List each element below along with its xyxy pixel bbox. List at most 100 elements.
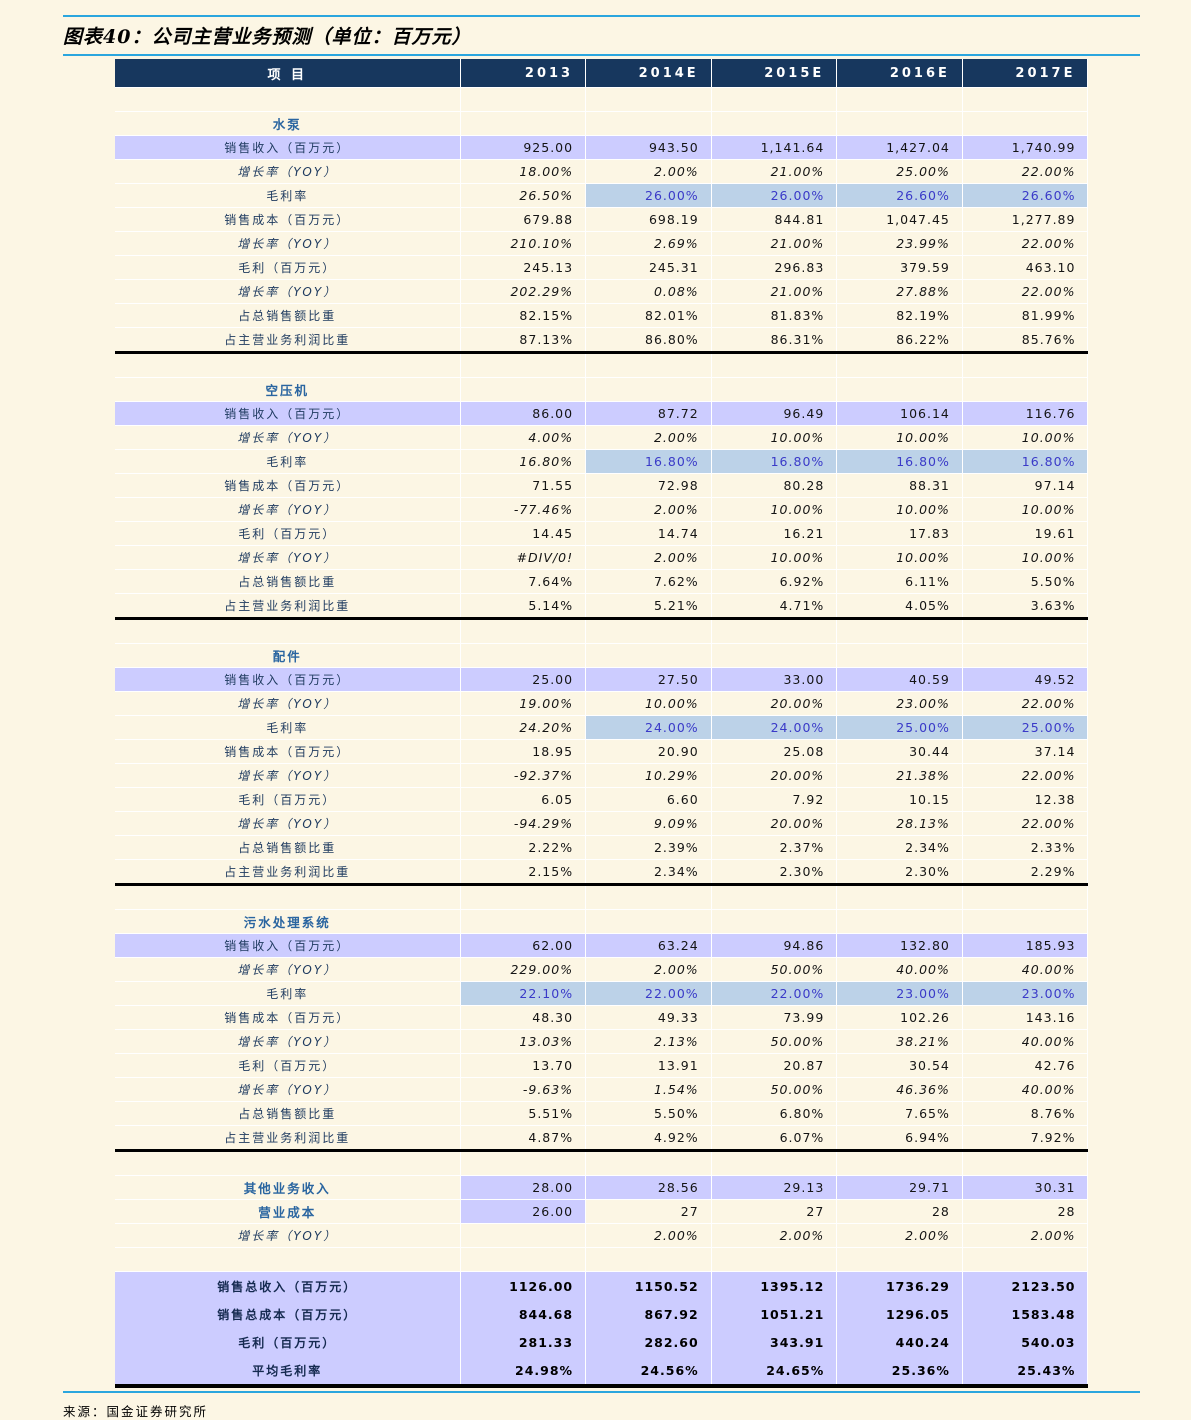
row-label: 增长率（YOY） bbox=[115, 763, 461, 788]
row-label: 增长率（YOY） bbox=[115, 1223, 461, 1248]
value-cell: 245.31 bbox=[585, 255, 712, 280]
row-label: 平均毛利率 bbox=[115, 1356, 461, 1388]
value-cell: 81.83% bbox=[711, 303, 838, 328]
value-cell: 24.65% bbox=[711, 1356, 838, 1388]
value-cell: 2.00% bbox=[585, 159, 712, 184]
row-label: 毛利率 bbox=[115, 449, 461, 474]
row-label: 销售成本（百万元） bbox=[115, 207, 461, 232]
value-cell: 16.80% bbox=[962, 449, 1089, 474]
spacer-row bbox=[115, 884, 1089, 910]
spacer-cell bbox=[460, 1150, 587, 1176]
spacer-cell bbox=[836, 1247, 963, 1272]
value-cell: 18.95 bbox=[460, 739, 587, 764]
empty-cell bbox=[585, 909, 712, 934]
row-label: 毛利（百万元） bbox=[115, 255, 461, 280]
value-cell: 7.64% bbox=[460, 569, 587, 594]
value-cell: 24.98% bbox=[460, 1356, 587, 1388]
empty-cell bbox=[460, 111, 587, 136]
section-title: 空压机 bbox=[115, 377, 461, 402]
table-row: 占总销售额比重 7.64% 7.62% 6.92% 6.11% 5.50% bbox=[115, 569, 1089, 594]
value-cell: 10.00% bbox=[711, 425, 838, 450]
value-cell: 1395.12 bbox=[711, 1271, 838, 1300]
value-cell: 26.60% bbox=[962, 183, 1089, 208]
value-cell: 10.00% bbox=[836, 497, 963, 522]
spacer-cell bbox=[962, 352, 1089, 378]
row-label: 毛利（百万元） bbox=[115, 521, 461, 546]
table-row: 毛利（百万元） 6.05 6.60 7.92 10.15 12.38 bbox=[115, 787, 1089, 812]
section-title-row: 水泵 bbox=[115, 111, 1089, 136]
empty-cell bbox=[962, 643, 1089, 668]
value-cell: 20.87 bbox=[711, 1053, 838, 1078]
value-cell: 6.11% bbox=[836, 569, 963, 594]
row-label: 销售收入（百万元） bbox=[115, 933, 461, 958]
value-cell: 40.00% bbox=[962, 1029, 1089, 1054]
table-row: 销售成本（百万元） 71.55 72.98 80.28 88.31 97.14 bbox=[115, 473, 1089, 498]
value-cell: 379.59 bbox=[836, 255, 963, 280]
value-cell: 25.00 bbox=[460, 667, 587, 692]
table-row: 毛利率 22.10% 22.00% 22.00% 23.00% 23.00% bbox=[115, 981, 1089, 1006]
value-cell: 50.00% bbox=[711, 1077, 838, 1102]
value-cell: 2.00% bbox=[836, 1223, 963, 1248]
value-cell: 210.10% bbox=[460, 231, 587, 256]
value-cell: 50.00% bbox=[711, 1029, 838, 1054]
value-cell: 296.83 bbox=[711, 255, 838, 280]
value-cell: 698.19 bbox=[585, 207, 712, 232]
row-label: 占主营业务利润比重 bbox=[115, 593, 461, 620]
spacer-cell bbox=[585, 884, 712, 910]
table-row: 占主营业务利润比重 5.14% 5.21% 4.71% 4.05% 3.63% bbox=[115, 593, 1089, 620]
value-cell: 16.80% bbox=[836, 449, 963, 474]
section-title-row: 空压机 bbox=[115, 377, 1089, 402]
forecast-table: 项 目 2013 2014E 2015E 2016E 2017E 水泵 销售收入（… bbox=[115, 59, 1089, 1388]
value-cell: 49.52 bbox=[962, 667, 1089, 692]
value-cell: 202.29% bbox=[460, 279, 587, 304]
section-title-row: 污水处理系统 bbox=[115, 909, 1089, 934]
row-label: 毛利率 bbox=[115, 715, 461, 740]
empty-cell bbox=[836, 111, 963, 136]
spacer-cell bbox=[585, 1150, 712, 1176]
table-row: 毛利率 16.80% 16.80% 16.80% 16.80% 16.80% bbox=[115, 449, 1089, 474]
value-cell: 2.00% bbox=[585, 957, 712, 982]
row-label: 增长率（YOY） bbox=[115, 1077, 461, 1102]
value-cell: 5.14% bbox=[460, 593, 587, 620]
value-cell: -77.46% bbox=[460, 497, 587, 522]
column-header-2013: 2013 bbox=[460, 59, 587, 88]
value-cell: 10.00% bbox=[585, 691, 712, 716]
value-cell: 40.59 bbox=[836, 667, 963, 692]
value-cell: 72.98 bbox=[585, 473, 712, 498]
value-cell: 26.00 bbox=[460, 1199, 587, 1224]
bottom-divider bbox=[63, 1391, 1140, 1393]
value-cell: 27 bbox=[585, 1199, 712, 1224]
spacer-cell bbox=[460, 352, 587, 378]
value-cell: -92.37% bbox=[460, 763, 587, 788]
value-cell: 281.33 bbox=[460, 1328, 587, 1356]
row-label: 增长率（YOY） bbox=[115, 279, 461, 304]
value-cell: 22.10% bbox=[460, 981, 587, 1006]
table-row: 营业成本 26.00 27 27 28 28 bbox=[115, 1199, 1089, 1224]
value-cell: 19.00% bbox=[460, 691, 587, 716]
value-cell: 12.38 bbox=[962, 787, 1089, 812]
empty-cell bbox=[711, 377, 838, 402]
value-cell: 30.31 bbox=[962, 1175, 1089, 1200]
value-cell: 27 bbox=[711, 1199, 838, 1224]
value-cell: 20.90 bbox=[585, 739, 712, 764]
spacer-cell bbox=[585, 87, 712, 112]
row-label: 销售收入（百万元） bbox=[115, 667, 461, 692]
value-cell: 463.10 bbox=[962, 255, 1089, 280]
table-row: 增长率（YOY） 18.00% 2.00% 21.00% 25.00% 22.00% bbox=[115, 159, 1089, 184]
row-label: 增长率（YOY） bbox=[115, 811, 461, 836]
value-cell: 86.00 bbox=[460, 401, 587, 426]
value-cell: 343.91 bbox=[711, 1328, 838, 1356]
value-cell: 63.24 bbox=[585, 933, 712, 958]
row-label: 增长率（YOY） bbox=[115, 691, 461, 716]
value-cell: 21.00% bbox=[711, 159, 838, 184]
value-cell: 229.00% bbox=[460, 957, 587, 982]
value-cell: #DIV/0! bbox=[460, 545, 587, 570]
value-cell: 28 bbox=[836, 1199, 963, 1224]
value-cell: 867.92 bbox=[585, 1300, 712, 1328]
value-cell: 82.15% bbox=[460, 303, 587, 328]
table-row: 增长率（YOY） -9.63% 1.54% 50.00% 46.36% 40.00% bbox=[115, 1077, 1089, 1102]
value-cell: 22.00% bbox=[962, 231, 1089, 256]
value-cell: 2.30% bbox=[711, 859, 838, 886]
spacer-cell bbox=[585, 352, 712, 378]
spacer-cell bbox=[115, 87, 461, 112]
